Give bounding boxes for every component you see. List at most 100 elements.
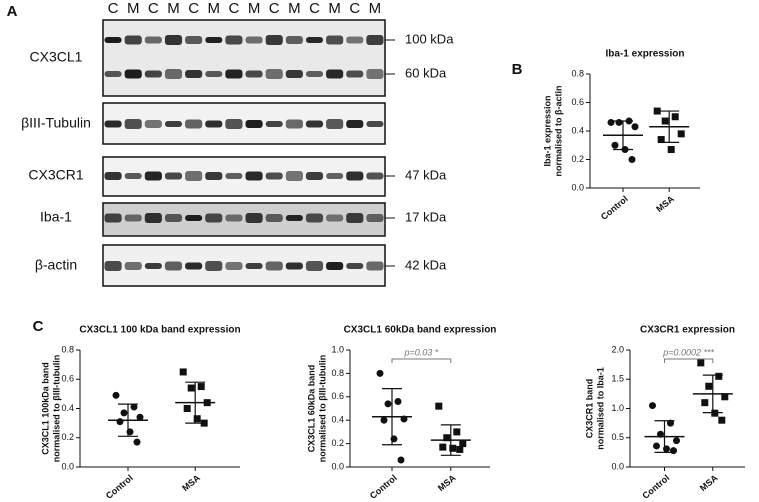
blot-band [366,35,384,45]
significance-bracket [391,358,452,363]
blot-band [265,172,283,180]
blot-band [245,213,263,223]
blot-band [185,171,203,181]
data-point [697,359,705,367]
blot-frame [102,19,386,97]
protein-label: CX3CL1 [30,49,83,65]
lane-label: C [229,0,240,17]
blot-band [285,36,303,44]
data-point [628,156,636,163]
significance-bracket [664,358,714,363]
data-point [653,107,661,115]
blot-band [366,121,384,127]
data-point [443,434,451,442]
data-point [649,402,656,410]
blot-band [104,120,122,128]
y-tick-label: 0.4 [61,403,74,413]
blot-band [285,262,303,270]
y-tick-label: 0.0 [61,461,74,471]
blot-band [225,119,243,129]
y-tick-label: 0.6 [571,97,584,107]
data-point [183,405,191,412]
blot-band [366,214,384,222]
blot-band [346,263,364,269]
data-point [130,403,138,411]
lane-label: C [148,0,159,17]
x-tick-label: Control [640,473,671,501]
blot-band [205,261,223,271]
data-point [449,444,457,452]
x-tick-label: Control [104,473,135,501]
blot-band [346,70,364,78]
blot-band [326,35,344,45]
blot-band [205,172,223,180]
blot-band [164,214,183,222]
data-point [677,130,685,138]
blot-band [205,213,223,223]
data-point [670,447,677,455]
blot-band [185,262,203,270]
blot-band [245,120,263,128]
blot-band [265,121,283,127]
blot-band [285,119,303,129]
y-tick-label: 0.6 [61,374,74,384]
lane-label: M [248,0,261,17]
blot-band [124,35,142,45]
blot-band [305,213,324,223]
x-tick-label: Control [368,473,399,501]
blot-band [245,70,263,78]
data-point [611,141,619,149]
data-point [133,438,141,446]
data-point [112,391,120,399]
protein-label: β-actin [35,257,77,273]
y-tick-label: 0.8 [331,368,344,378]
data-point [187,384,195,392]
blot-band [144,171,162,181]
blot-band [305,120,324,128]
blot-band [346,36,364,44]
blot-band [185,70,203,78]
blot-band [326,119,344,129]
protein-label: Iba-1 [40,209,72,225]
blot-band [285,171,303,181]
data-point [661,117,669,125]
blot-band [225,214,243,222]
data-point [631,123,639,131]
data-point [376,369,384,377]
blot-band [144,120,162,128]
blot-band [104,213,122,223]
data-point [380,416,388,424]
data-point [439,443,447,451]
lane-label: M [127,0,140,17]
chart-title: CX3CL1 60kDa band expression [344,325,497,336]
blot-band [205,71,223,77]
data-point [667,146,675,154]
y-axis-label: CX3CL1 100kDa band [40,362,50,455]
data-point [459,440,467,448]
data-point [193,415,201,423]
blot-band [326,69,344,79]
y-tick-label: 0.8 [61,344,74,354]
lane-label: C [309,0,320,17]
y-axis-label: CX3CR1 band [584,379,594,439]
x-tick-label: MSA [698,472,720,493]
blot-band [245,36,263,44]
blot-band [305,261,324,271]
x-tick-label: Control [599,194,630,222]
y-axis-label: Iba-1 expression [542,95,552,166]
chart-title: Iba-1 expression [606,49,685,60]
data-point [120,409,128,417]
panel-label: C [33,318,44,335]
blot-band [164,261,183,271]
data-point [615,118,623,126]
blot-band [245,171,263,181]
data-point [136,413,144,421]
blot-band [285,70,303,78]
panel-label: A [7,3,18,20]
data-point [607,118,615,126]
panel-label: B [512,61,523,78]
lane-label: C [108,0,119,17]
blot-band [164,121,183,127]
data-point [657,136,665,144]
